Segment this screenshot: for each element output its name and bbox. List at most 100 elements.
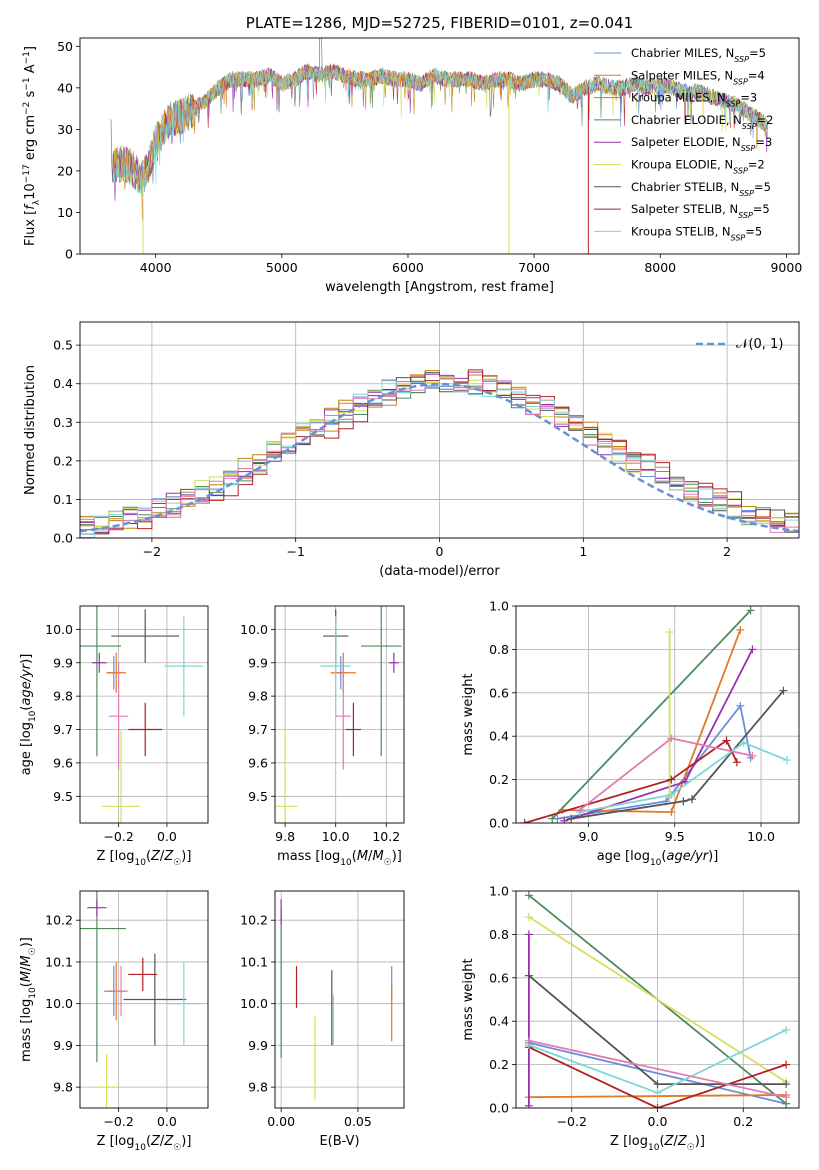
x-axis-label-part: /	[160, 849, 165, 864]
y-tick-label: 9.7	[248, 722, 268, 737]
spectrum-line	[112, 65, 768, 195]
y-tick-label: 10.2	[240, 913, 268, 928]
normal-curve	[80, 382, 799, 533]
y-tick-label: 0.3	[53, 415, 73, 430]
y-axis-label-part: /	[19, 966, 34, 971]
x-axis-label-part: /	[673, 1134, 678, 1149]
x-tick-label: 0.05	[344, 1114, 372, 1129]
x-axis-label-part: 10	[648, 1143, 660, 1153]
y-axis-label-part: −2	[22, 102, 32, 115]
y-tick-label: 0.8	[489, 642, 509, 657]
y-tick-label: 9.8	[248, 689, 268, 704]
x-axis-label-part: (	[659, 1134, 664, 1149]
legend-tail: =5	[753, 202, 770, 216]
x-axis-label-part: (	[146, 1134, 151, 1149]
x-axis-label-part: (data-model)/error	[379, 564, 500, 579]
y-tick-label: 9.8	[53, 1080, 73, 1095]
legend-sub: SSP	[733, 166, 748, 175]
y-tick-label: 0	[65, 247, 73, 262]
y-tick-label: 10.0	[45, 996, 73, 1011]
legend-sub: SSP	[738, 211, 753, 220]
x-axis-label-part: )]	[695, 1134, 705, 1149]
y-tick-label: 0.8	[489, 927, 509, 942]
x-tick-label: −0.2	[557, 1114, 587, 1129]
legend-text: Salpeter MILES, N	[631, 68, 733, 82]
chart-weight-z: −0.2 0.0 0.20.00.20.40.60.81.0Z [log10(Z/Z…	[461, 884, 800, 1153]
plot-area	[80, 606, 204, 823]
y-axis-label-part: −17	[22, 164, 32, 183]
y-tick-label: 9.9	[248, 655, 268, 670]
y-tick-label: 1.0	[489, 884, 509, 899]
x-axis-label-part: ☉	[687, 1143, 695, 1153]
y-axis-label-part: M	[19, 971, 34, 982]
x-axis-label-part: yr	[694, 849, 710, 864]
series-line	[551, 609, 752, 820]
legend-text: Kroupa STELIB, N	[631, 224, 731, 238]
axes-frame	[274, 605, 405, 824]
y-axis-label-part: ]	[23, 46, 38, 51]
y-axis-label: age [log10(age/yr)]	[19, 654, 38, 776]
legend-text: Chabrier ELODIE, N	[631, 113, 742, 127]
legend-label: Chabrier ELODIE, NSSP=2	[631, 113, 773, 130]
y-tick-label: 20	[57, 163, 73, 178]
x-axis-label-part: )]	[708, 849, 718, 864]
x-axis-label-part: Z	[163, 1134, 174, 1149]
y-axis-label-part: −1	[22, 77, 32, 90]
x-axis-label-part: Z [log	[97, 849, 135, 864]
x-axis-label-part: /	[160, 1134, 165, 1149]
y-axis-label-part: (	[19, 706, 34, 711]
y-tick-label: 9.6	[248, 755, 268, 770]
x-axis-label: (data-model)/error	[379, 564, 500, 579]
plot-area	[275, 606, 402, 823]
x-axis-label-part: Z	[150, 1134, 161, 1149]
x-axis-label: mass [log10(M/M☉)]	[277, 849, 402, 868]
x-axis-label-part: )]	[181, 1134, 191, 1149]
x-tick-label: 7000	[518, 260, 550, 275]
legend-label: Kroupa STELIB, NSSP=5	[631, 224, 762, 242]
histogram-step	[80, 378, 799, 533]
legend-sub: SSP	[731, 233, 746, 242]
legend-sub: SSP	[734, 55, 749, 64]
y-tick-label: 30	[57, 122, 73, 137]
chart-z-mass: −0.2 0.09.89.910.010.110.2Z [log10(Z/Z☉)]…	[19, 890, 209, 1153]
axes-frame	[515, 605, 800, 824]
y-tick-label: 0.2	[53, 453, 73, 468]
y-tick-label: 10	[57, 205, 73, 220]
y-tick-label: 9.5	[53, 789, 73, 804]
legend-text: Chabrier STELIB, N	[631, 180, 739, 194]
legend-tail: =2	[757, 113, 774, 127]
legend-label: Chabrier MILES, NSSP=5	[631, 46, 766, 64]
x-tick-label: 9.0	[579, 829, 599, 844]
y-axis-label-part: )]	[19, 937, 34, 947]
spectrum-line	[112, 63, 768, 201]
x-axis-label: Z [log10(Z/Z☉)]	[97, 1134, 192, 1153]
y-tick-label: 9.9	[248, 1038, 268, 1053]
x-axis-label: E(B-V)	[319, 1134, 359, 1149]
series-line	[528, 1046, 787, 1108]
chart-ebv-mass: 0.00 0.05 9.8 9.9 10.0 10.1 10.2 E(B-V)	[240, 890, 405, 1149]
x-axis-label-part: M	[357, 849, 368, 864]
y-axis-label-part: f	[23, 203, 38, 210]
series-line	[579, 741, 788, 813]
y-axis-label-part: mass [log	[19, 999, 34, 1062]
axes-frame	[79, 37, 800, 255]
legend-label: Kroupa MILES, NSSP=3	[631, 91, 757, 109]
y-axis-label-part: A	[23, 64, 38, 77]
y-tick-label: 9.5	[248, 789, 268, 804]
y-tick-label: 0.1	[53, 492, 73, 507]
x-tick-label: 6000	[392, 260, 424, 275]
legend-tail: =2	[748, 158, 765, 172]
chart-weight-age: 9.0 9.5 10.0 0.0 0.2 0.4 0.6 0.8 1.0 age [log10(a…	[461, 599, 800, 868]
x-tick-label: 0.2	[733, 1114, 753, 1129]
y-axis-label: mass weight	[461, 958, 476, 1040]
legend-text: Kroupa ELODIE, N	[631, 158, 733, 172]
x-axis-label-part: M	[372, 849, 383, 864]
plot-area	[80, 369, 799, 538]
x-axis-label-part: /	[690, 849, 697, 864]
x-axis-label: wavelength [Angstrom, rest frame]	[325, 280, 554, 295]
x-axis-label-part: Z	[664, 1134, 675, 1149]
axes-frame	[515, 890, 800, 1109]
series-line	[564, 648, 754, 822]
y-tick-label: 10.0	[240, 996, 268, 1011]
x-axis-label: age [log10(age/yr)]	[597, 849, 719, 868]
